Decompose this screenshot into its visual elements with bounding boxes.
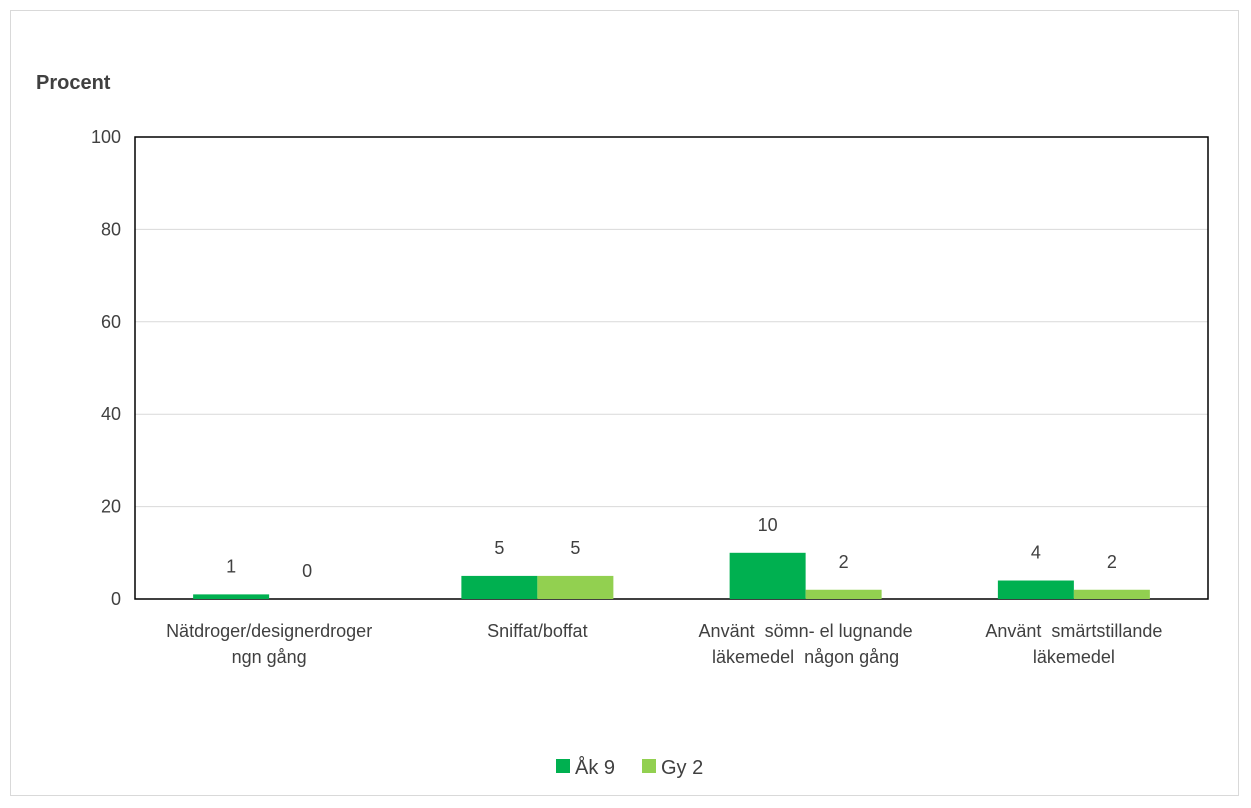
bar: [729, 552, 806, 599]
chart-frame: [10, 10, 1239, 796]
y-tick-label: 0: [111, 589, 121, 609]
plot-area-border: [134, 136, 1209, 600]
category-label: läkemedel: [1033, 647, 1115, 667]
data-label: 2: [1107, 552, 1117, 572]
y-tick-label: 40: [101, 404, 121, 424]
data-label: 5: [570, 538, 580, 558]
category-label: Nätdroger/designerdroger: [166, 621, 372, 641]
legend-swatch: [556, 759, 570, 773]
y-axis-label: Procent: [36, 72, 111, 94]
bar: [997, 580, 1074, 599]
y-tick-label: 80: [101, 219, 121, 239]
bar: [1073, 589, 1150, 599]
legend-label: Åk 9: [575, 756, 615, 779]
bar: [461, 575, 538, 599]
category-label: Använt sömn- el lugnande: [699, 621, 913, 641]
category-label: Använt smärtstillande: [985, 621, 1162, 641]
data-label: 10: [758, 515, 778, 535]
y-tick-label: 100: [91, 127, 121, 147]
data-label: 2: [839, 552, 849, 572]
category-label: läkemedel någon gång: [712, 647, 899, 667]
bar: [193, 594, 270, 599]
data-label: 0: [302, 561, 312, 581]
y-tick-label: 60: [101, 312, 121, 332]
category-label: ngn gång: [232, 647, 307, 667]
legend-swatch: [642, 759, 656, 773]
data-label: 4: [1031, 543, 1041, 563]
legend-label: Gy 2: [661, 757, 703, 779]
category-label: Sniffat/boffat: [487, 621, 587, 641]
data-label: 1: [226, 556, 236, 576]
bar: [537, 575, 614, 599]
data-label: 5: [494, 538, 504, 558]
bar: [805, 589, 882, 599]
y-tick-label: 20: [101, 497, 121, 517]
